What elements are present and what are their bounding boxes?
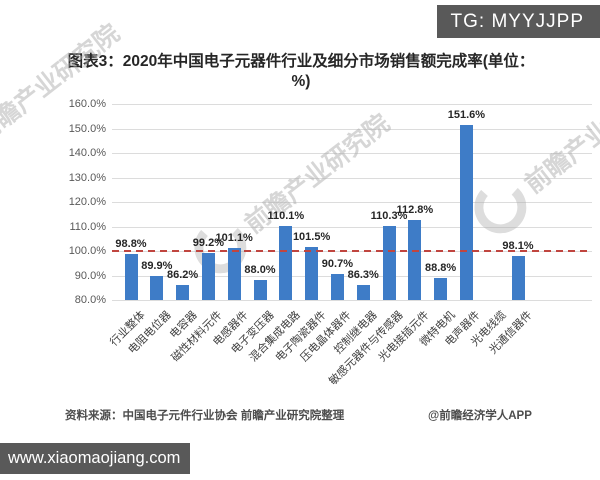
gridline [112, 128, 592, 130]
bar [305, 247, 319, 300]
gridline [112, 226, 592, 228]
site-url-bar: www.xiaomaojiang.com [0, 443, 191, 474]
bar-value-label: 110.3% [370, 209, 408, 222]
bar [227, 248, 241, 300]
bar [150, 275, 164, 300]
bar [279, 226, 293, 300]
bar [511, 255, 525, 300]
telegram-badge: TG: MYYJJPP [436, 5, 600, 38]
bar-value-label: 112.8% [396, 203, 434, 216]
gridline [112, 104, 592, 105]
gridline [112, 202, 592, 203]
bar [201, 252, 215, 300]
reference-line-100pct [112, 250, 592, 252]
bar-value-label: 89.9% [141, 259, 173, 272]
bar [459, 124, 473, 300]
chart-title: 图表3：2020年中国电子元器件行业及细分市场销售额完成率(单位：%) [67, 53, 535, 91]
watermark-text: 前瞻产业研究院 [519, 69, 600, 200]
y-axis-tick-label: 90.0% [74, 269, 106, 282]
y-axis-tick-label: 160.0% [68, 98, 106, 110]
y-axis-tick-label: 130.0% [68, 171, 106, 184]
y-axis-tick-label: 150.0% [68, 122, 106, 135]
bar-value-label: 110.1% [267, 210, 305, 223]
bar-value-label: 86.2% [166, 268, 199, 281]
y-axis-tick-label: 120.0% [68, 196, 106, 208]
watermark: 前瞻产业研究院 [184, 98, 401, 284]
gridline [112, 300, 592, 301]
y-axis-tick-label: 80.0% [74, 294, 106, 306]
gridline [112, 153, 592, 154]
bar-value-label: 88.8% [424, 262, 457, 275]
gridline [112, 275, 592, 277]
bar [124, 253, 138, 300]
bar-value-label: 90.7% [321, 257, 353, 270]
bar [382, 225, 396, 300]
bar [176, 284, 190, 300]
y-axis-tick-label: 110.0% [69, 220, 107, 233]
watermark: 前瞻产业研究院 [464, 58, 600, 244]
bar-value-label: 151.6% [447, 108, 486, 121]
bar-value-label: 86.3% [347, 268, 379, 281]
credit-note: @前瞻经济学人APP [428, 410, 532, 422]
bar [408, 219, 422, 300]
bar [330, 273, 344, 300]
gridline [112, 177, 592, 179]
source-note: 资料来源：中国电子元件行业协会 前瞻产业研究院整理 [65, 410, 345, 422]
y-axis-tick-label: 100.0% [68, 245, 106, 257]
y-axis-tick-label: 140.0% [68, 147, 106, 159]
bar-value-label: 101.1% [215, 232, 253, 245]
bar [434, 278, 448, 300]
bar-value-label: 88.0% [244, 264, 276, 277]
bar-value-label: 101.5% [292, 231, 331, 244]
bar-value-label: 98.8% [115, 237, 147, 250]
bar-value-label: 99.2% [192, 236, 224, 249]
bar-value-label: 98.1% [502, 239, 534, 252]
bar [356, 284, 370, 300]
bar [253, 280, 267, 300]
